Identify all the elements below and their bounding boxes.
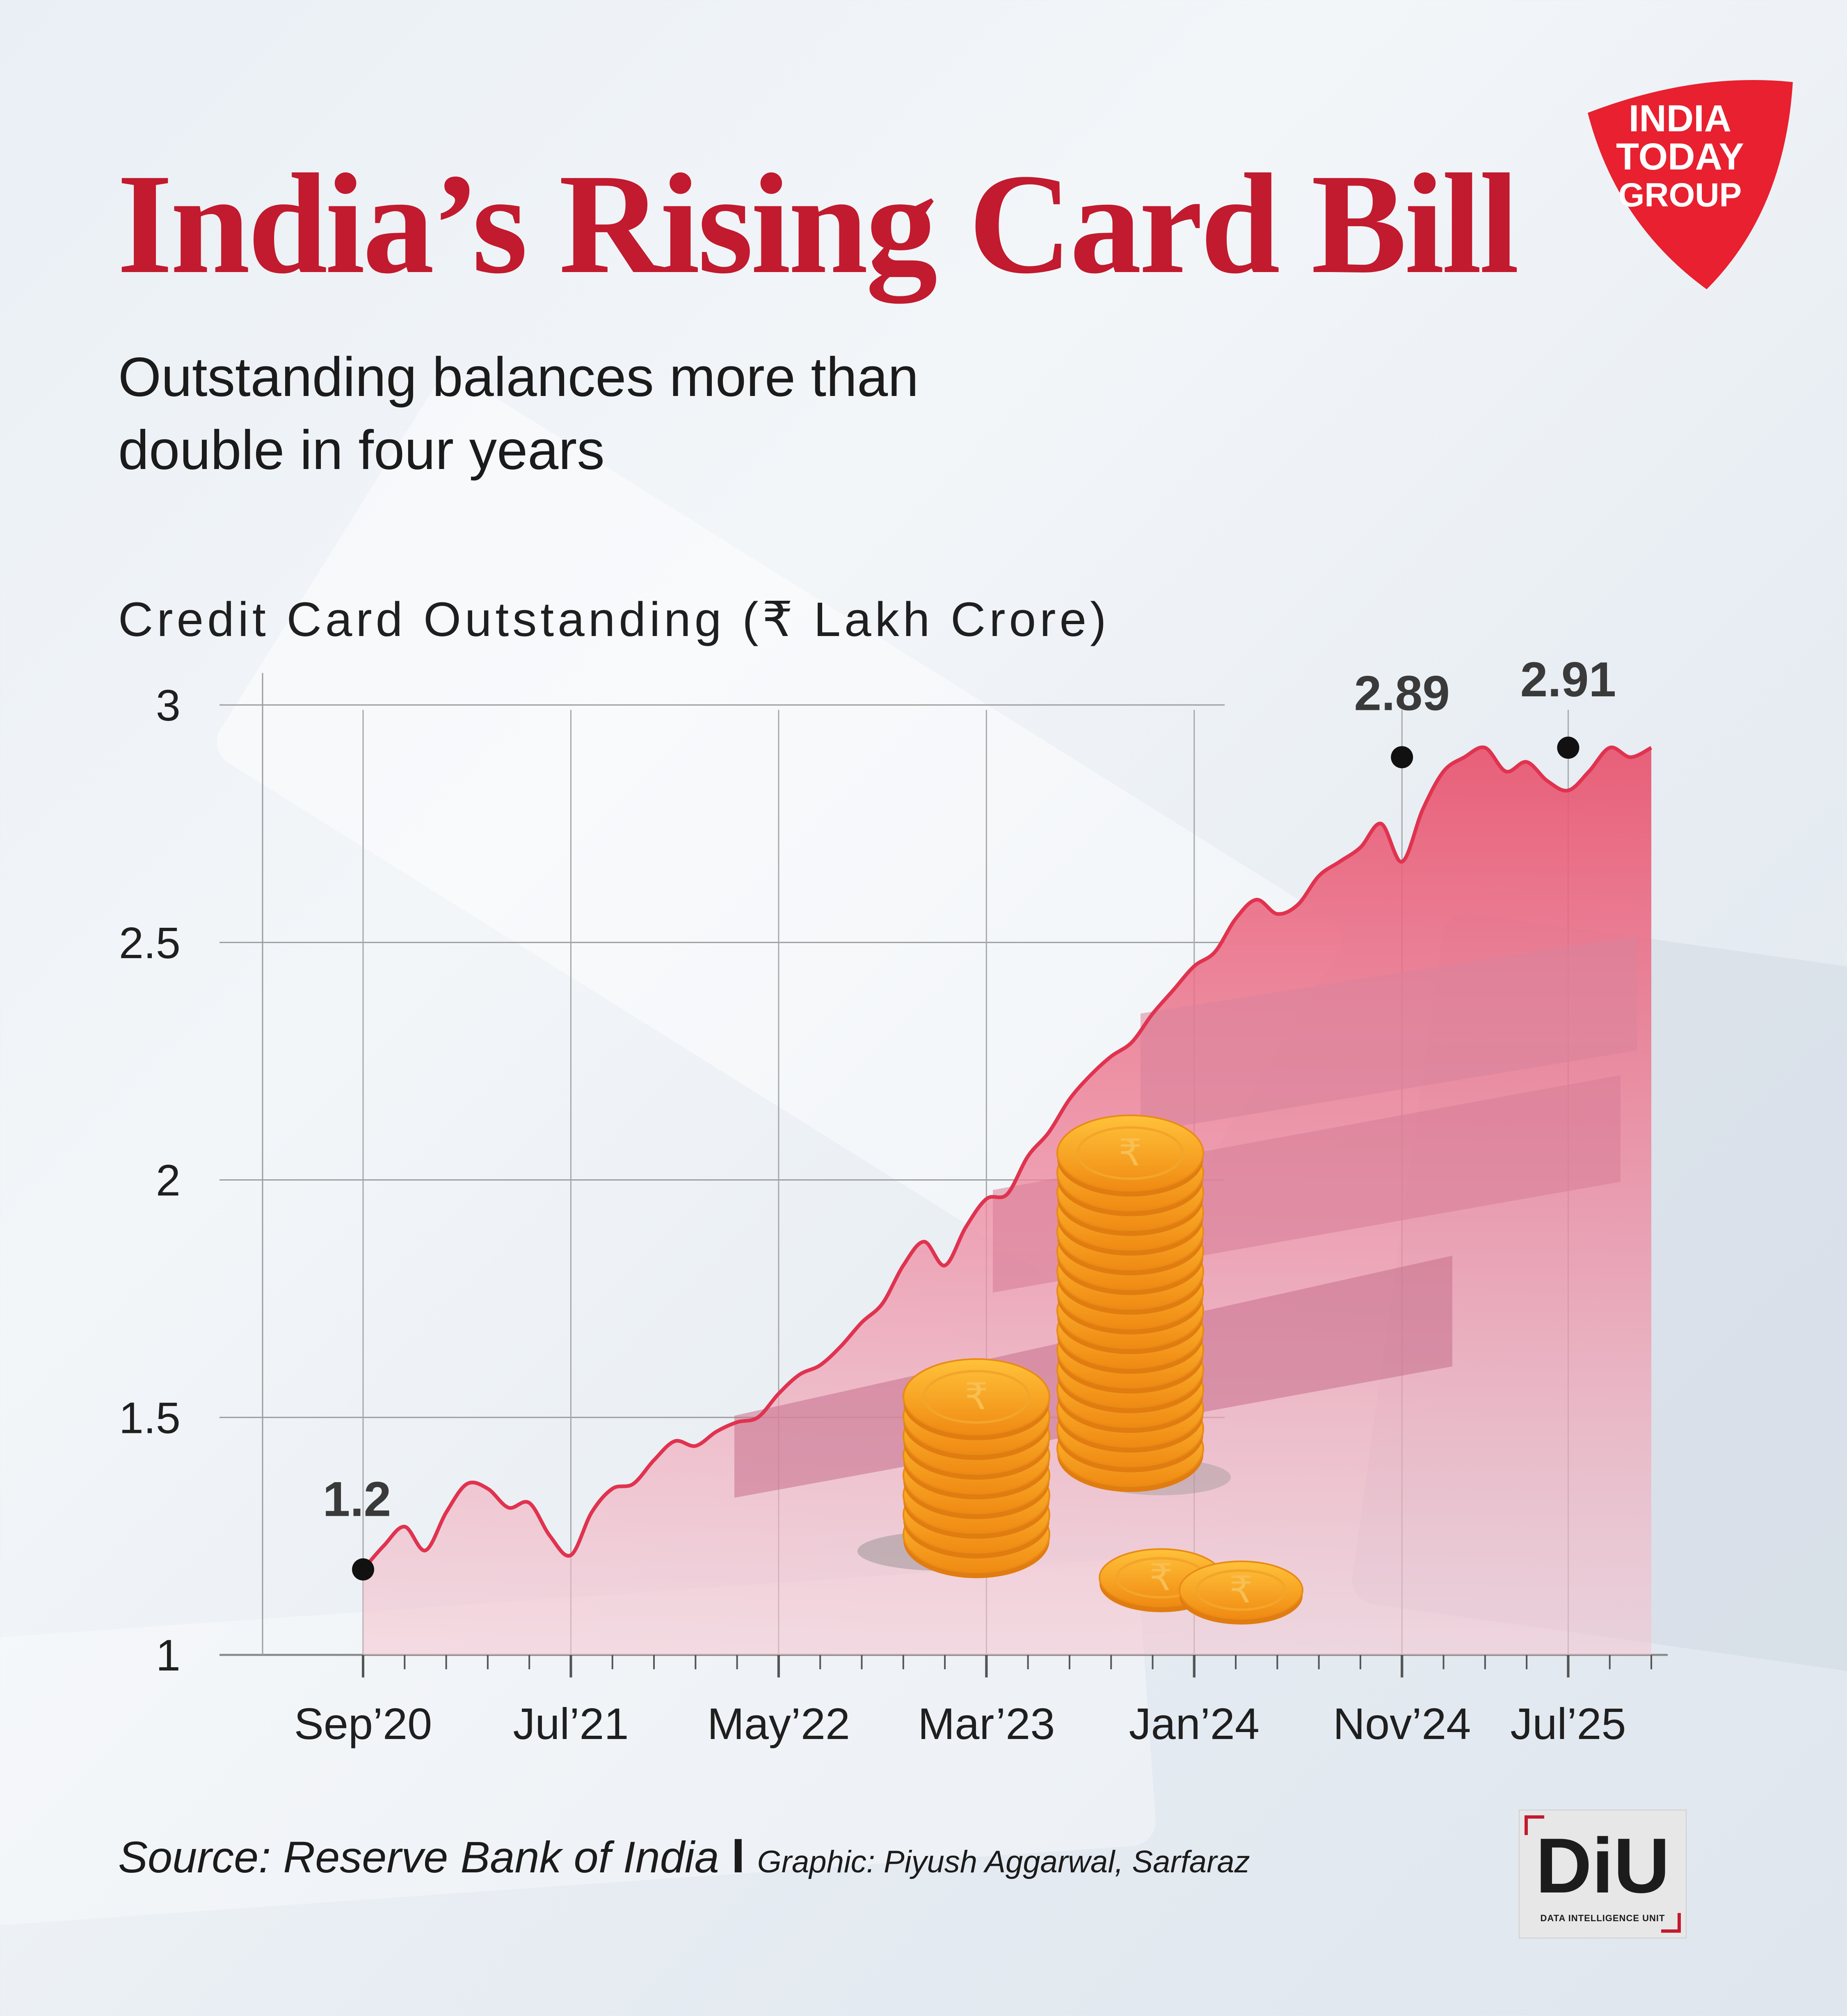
data-label: 2.91 bbox=[1520, 652, 1616, 707]
y-tick-label: 1.5 bbox=[119, 1393, 181, 1442]
diu-logo: DiU DATA INTELLIGENCE UNIT bbox=[1519, 1810, 1687, 1938]
x-tick-label: Mar’23 bbox=[918, 1699, 1055, 1748]
source-credit: Source: Reserve Bank of India I Graphic: P… bbox=[118, 1828, 1250, 1884]
logo-shield bbox=[1588, 80, 1793, 289]
page-title: India’s Rising Card Bill bbox=[117, 144, 1519, 303]
series-line bbox=[361, 745, 1653, 1571]
rupee-symbol: ₹ bbox=[1229, 1568, 1253, 1611]
coin-face-ring bbox=[1076, 1126, 1184, 1180]
coin-face-ring bbox=[922, 1370, 1031, 1424]
coin-stacks: ₹ ₹ ₹ ₹ bbox=[903, 1114, 1303, 1625]
chart-marks: 1.2 2.89 2.91 bbox=[323, 652, 1616, 1581]
data-label: 1.2 bbox=[323, 1472, 391, 1527]
logo-line-3: GROUP bbox=[1618, 176, 1742, 214]
money-illustration: ₹ ₹ ₹ ₹ bbox=[734, 936, 1637, 1625]
y-tick-label: 2 bbox=[156, 1156, 181, 1205]
y-axis-title: Credit Card Outstanding (₹ Lakh Crore) bbox=[118, 593, 1110, 647]
logo-line-2: TODAY bbox=[1616, 136, 1744, 178]
diu-corner-mark bbox=[1661, 1913, 1681, 1933]
data-point-marker bbox=[352, 1558, 374, 1581]
y-tick-label: 1 bbox=[156, 1630, 181, 1680]
data-point-marker bbox=[1557, 737, 1580, 759]
logo-line-1: INDIA bbox=[1629, 98, 1731, 140]
data-point-marker bbox=[1391, 746, 1413, 769]
x-tick-label: Sep’20 bbox=[294, 1699, 432, 1748]
diu-wordmark: DiU bbox=[1535, 1822, 1670, 1909]
page-subtitle: Outstanding balances more than double in… bbox=[118, 346, 919, 481]
coin-face-ring bbox=[1196, 1569, 1287, 1611]
rupee-symbol: ₹ bbox=[965, 1375, 988, 1418]
diu-tagline: DATA INTELLIGENCE UNIT bbox=[1540, 1913, 1665, 1923]
data-label: 2.89 bbox=[1354, 666, 1450, 721]
y-tick-label: 2.5 bbox=[119, 918, 181, 968]
x-tick-label: Jul’21 bbox=[513, 1699, 629, 1748]
graphic-credit: Graphic: Piyush Aggarwal, Sarfaraz bbox=[757, 1844, 1250, 1879]
x-tick-label: May’22 bbox=[707, 1699, 850, 1748]
x-tick-label: Nov’24 bbox=[1333, 1699, 1471, 1748]
rupee-symbol: ₹ bbox=[1149, 1556, 1173, 1599]
banknote-stack bbox=[1141, 936, 1637, 1133]
source-text: Source: Reserve Bank of India bbox=[118, 1832, 719, 1882]
source-separator: I bbox=[731, 1829, 745, 1883]
india-today-group-logo: INDIA TODAY GROUP bbox=[1588, 80, 1793, 289]
x-tick-label: Jan’24 bbox=[1129, 1699, 1260, 1748]
rupee-symbol: ₹ bbox=[1118, 1131, 1142, 1174]
diu-corner-mark bbox=[1525, 1815, 1544, 1835]
y-tick-label: 3 bbox=[156, 680, 181, 730]
x-tick-label: Jul’25 bbox=[1510, 1699, 1626, 1748]
